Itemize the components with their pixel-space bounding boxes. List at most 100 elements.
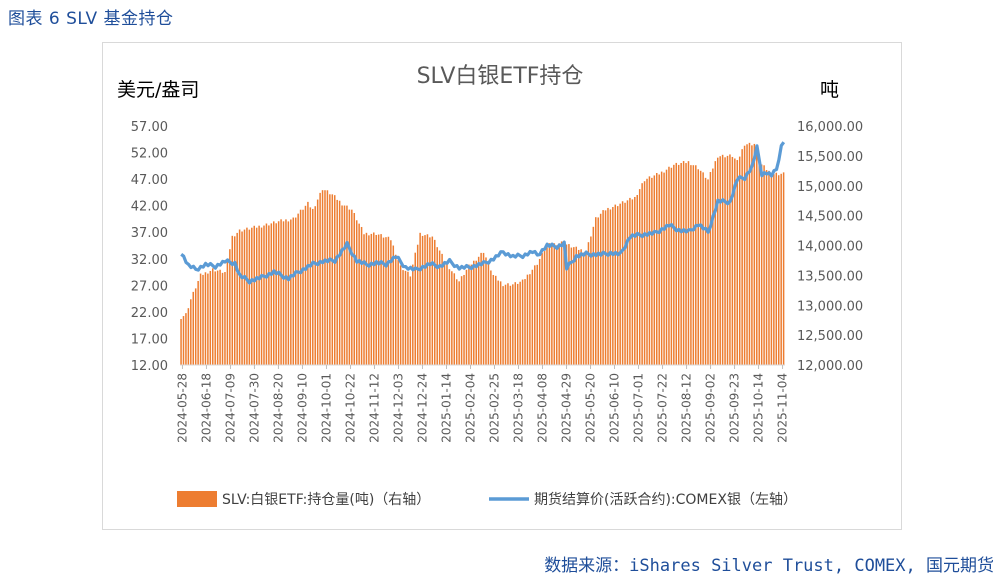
holding-bar	[375, 234, 377, 365]
holding-bar	[302, 209, 304, 365]
holding-bar	[726, 155, 729, 366]
holding-bar	[756, 149, 758, 365]
holding-bar	[294, 217, 297, 365]
holding-bar	[695, 165, 697, 365]
holding-bar	[424, 235, 426, 365]
holding-bar	[782, 172, 785, 365]
holding-bar	[548, 243, 551, 365]
left-axis: 12.00 17.00 22.00 27.00 32.00 37.00 42.00 47.00…	[131, 120, 168, 374]
x-tick-label: 2025-03-18	[512, 373, 526, 443]
left-tick-label: 17.00	[131, 332, 168, 347]
holding-bar	[541, 253, 543, 365]
x-tick-label: 2025-05-20	[584, 373, 598, 443]
holding-bar	[670, 167, 673, 365]
holding-bar	[707, 179, 709, 365]
holding-bar	[353, 213, 356, 365]
holding-bar	[673, 164, 675, 365]
right-tick-label: 13,500.00	[797, 269, 863, 284]
holding-bar	[404, 270, 407, 365]
x-tick-label: 2025-04-29	[560, 373, 574, 443]
holding-bar	[287, 221, 290, 365]
holding-bar	[563, 244, 565, 365]
holding-bar	[492, 275, 495, 365]
holding-bar	[282, 221, 285, 365]
holding-bar	[775, 172, 778, 365]
legend-line-label: 期货结算价(活跃合约):COMEX银（左轴）	[534, 491, 797, 508]
holding-bar	[258, 225, 260, 365]
right-tick-label: 13,000.00	[797, 299, 863, 314]
holding-bar	[468, 264, 470, 365]
holding-bar	[231, 235, 234, 365]
holding-bar	[292, 217, 295, 365]
holding-bar	[243, 229, 246, 365]
holding-bar	[773, 174, 775, 365]
holding-bar	[629, 197, 631, 365]
holding-bar	[263, 225, 265, 365]
holding-bar	[448, 269, 451, 365]
holding-bar	[721, 154, 724, 365]
holding-bar	[514, 282, 517, 365]
holding-bar	[455, 279, 458, 365]
x-tick-label: 2024-11-12	[367, 373, 381, 443]
left-axis-unit: 美元/盎司	[117, 79, 199, 101]
holding-bar	[609, 209, 612, 365]
left-tick-label: 42.00	[131, 200, 168, 215]
holding-bar	[319, 192, 321, 365]
holding-bar	[324, 190, 326, 365]
holding-bar	[663, 172, 665, 365]
holding-bar	[316, 199, 319, 365]
holding-bar	[590, 236, 592, 365]
left-tick-label: 37.00	[131, 226, 168, 241]
holding-bar	[568, 244, 570, 365]
holding-bar	[212, 268, 214, 365]
holding-bar	[751, 145, 753, 365]
holding-bar	[697, 169, 699, 365]
holding-bar	[521, 279, 524, 365]
holding-bar	[551, 245, 553, 365]
holding-bar	[331, 194, 334, 365]
holding-bar	[219, 269, 221, 365]
holding-bar	[592, 226, 595, 365]
holding-bar	[399, 265, 402, 365]
holding-bar	[275, 223, 277, 365]
holding-bar	[651, 177, 653, 365]
holding-bar	[638, 189, 641, 365]
holding-bar	[768, 170, 770, 365]
holding-bar	[473, 260, 475, 365]
holding-bar	[209, 270, 212, 365]
x-tick-label: 2025-07-22	[656, 373, 670, 443]
x-tick-label: 2025-01-14	[439, 373, 453, 443]
holding-bar	[597, 217, 599, 365]
holding-bar	[487, 261, 490, 365]
holding-bar	[360, 226, 363, 365]
holding-bar	[199, 273, 202, 365]
holding-bar	[490, 270, 492, 365]
holding-bar	[314, 206, 316, 365]
holding-bar	[477, 256, 480, 365]
holding-bar	[207, 273, 209, 365]
left-tick-label: 32.00	[131, 253, 168, 268]
holding-bar	[480, 252, 482, 365]
holding-bar	[760, 164, 763, 365]
holding-bar	[602, 210, 604, 365]
holding-bar	[299, 209, 302, 365]
holding-bar	[624, 202, 626, 365]
holding-bar	[504, 284, 507, 365]
holding-bar	[531, 269, 534, 365]
x-tick-label: 2025-11-04	[776, 373, 790, 443]
x-tick-label: 2024-05-28	[175, 373, 189, 443]
holding-bar	[358, 223, 360, 365]
holding-bar	[660, 171, 663, 365]
holding-bar	[641, 183, 643, 365]
holding-bar	[397, 260, 399, 365]
holding-bar	[529, 274, 531, 365]
right-tick-label: 14,500.00	[797, 210, 863, 225]
holding-bar	[387, 236, 390, 365]
holding-bar	[229, 249, 231, 365]
holding-bar	[238, 229, 241, 365]
holding-bar	[443, 261, 446, 365]
holding-bar	[343, 205, 346, 365]
holding-bar	[763, 165, 765, 365]
holding-bar	[604, 210, 607, 365]
